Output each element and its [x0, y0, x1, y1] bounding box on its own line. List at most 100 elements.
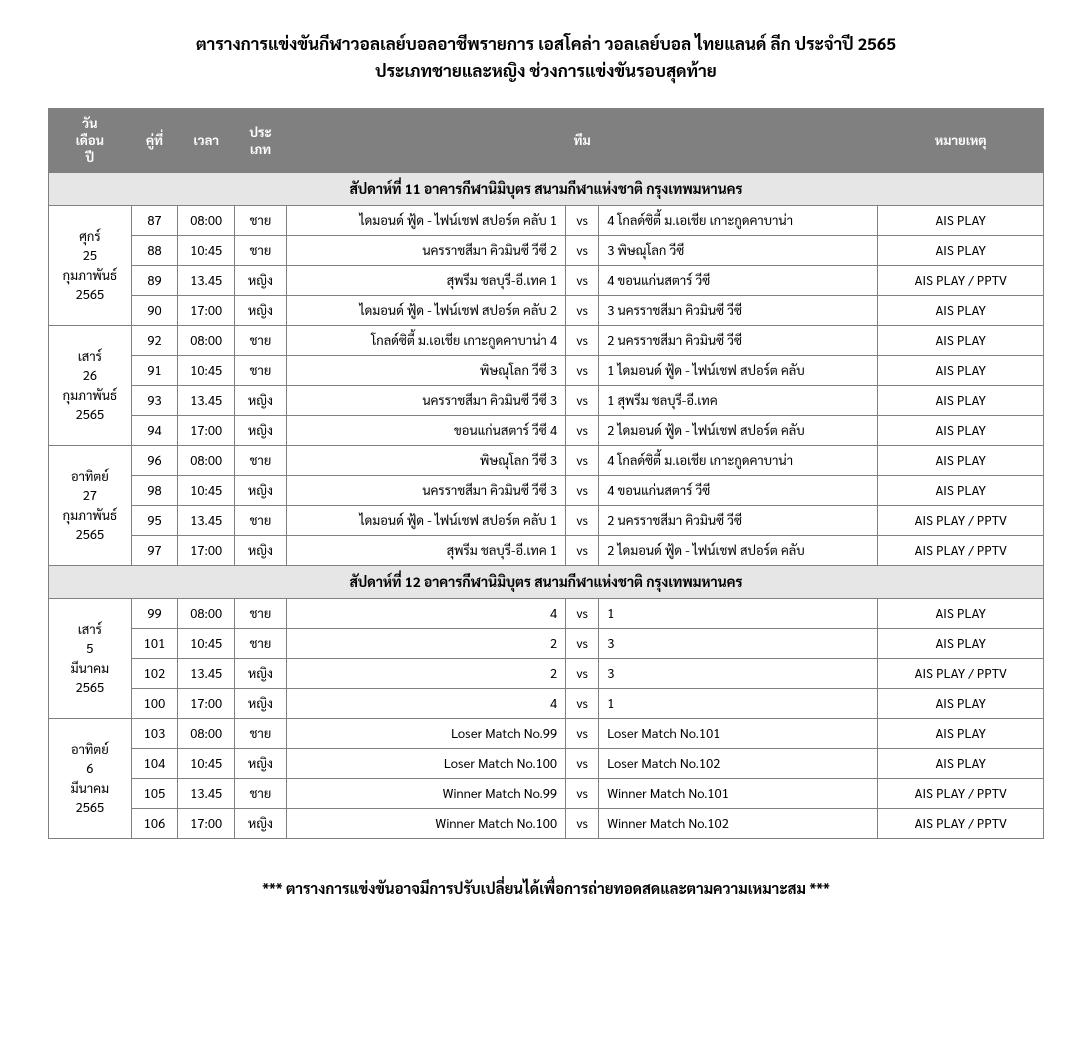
th-category: ประ เภท — [235, 109, 287, 173]
team-b-cell: 3 นครราชสีมา คิวมินซี วีซี — [599, 296, 878, 326]
time-cell: 17:00 — [178, 689, 235, 719]
vs-cell: vs — [566, 719, 599, 749]
team-b-cell: Winner Match No.102 — [599, 809, 878, 839]
team-a-cell: สุพรีม ชลบุรี-อี.เทค 1 — [286, 266, 565, 296]
vs-cell: vs — [566, 749, 599, 779]
category-cell: หญิง — [235, 416, 287, 446]
team-a-cell: โกลด์ซิตี้ ม.เอเชีย เกาะกูดคาบาน่า 4 — [286, 326, 565, 356]
category-cell: หญิง — [235, 809, 287, 839]
category-cell: หญิง — [235, 689, 287, 719]
table-row: 10213.45หญิง2vs3AIS PLAY / PPTV — [49, 659, 1044, 689]
date-cell: เสาร์ 5 มีนาคม 2565 — [49, 599, 132, 719]
table-row: 9513.45ชายไดมอนด์ ฟู้ด - ไฟน์เชฟ สปอร์ต … — [49, 506, 1044, 536]
time-cell: 17:00 — [178, 809, 235, 839]
match-cell: 106 — [131, 809, 178, 839]
time-cell: 13.45 — [178, 266, 235, 296]
team-a-cell: Loser Match No.100 — [286, 749, 565, 779]
note-cell: AIS PLAY / PPTV — [878, 809, 1044, 839]
week-header-cell: สัปดาห์ที่ 12 อาคารกีฬานิมิบุตร สนามกีฬา… — [49, 566, 1044, 599]
match-cell: 101 — [131, 629, 178, 659]
note-cell: AIS PLAY / PPTV — [878, 266, 1044, 296]
team-b-cell: 1 — [599, 599, 878, 629]
vs-cell: vs — [566, 659, 599, 689]
table-row: 10513.45ชายWinner Match No.99vsWinner Ma… — [49, 779, 1044, 809]
vs-cell: vs — [566, 446, 599, 476]
note-cell: AIS PLAY — [878, 689, 1044, 719]
vs-cell: vs — [566, 326, 599, 356]
vs-cell: vs — [566, 236, 599, 266]
table-row: 9110:45ชายพิษณุโลก วีซี 3vs1 ไดมอนด์ ฟู้… — [49, 356, 1044, 386]
week-header-row: สัปดาห์ที่ 12 อาคารกีฬานิมิบุตร สนามกีฬา… — [49, 566, 1044, 599]
category-cell: หญิง — [235, 476, 287, 506]
time-cell: 08:00 — [178, 206, 235, 236]
table-row: 9810:45หญิงนครราชสีมา คิวมินซี วีซี 3vs4… — [49, 476, 1044, 506]
team-a-cell: 2 — [286, 659, 565, 689]
time-cell: 17:00 — [178, 416, 235, 446]
th-match: คู่ที่ — [131, 109, 178, 173]
category-cell: ชาย — [235, 356, 287, 386]
match-cell: 87 — [131, 206, 178, 236]
page-title: ตารางการแข่งขันกีฬาวอลเลย์บอลอาชีพรายการ… — [48, 30, 1044, 84]
category-cell: หญิง — [235, 659, 287, 689]
match-cell: 90 — [131, 296, 178, 326]
team-a-cell: Winner Match No.100 — [286, 809, 565, 839]
table-header-row: วัน เดือน ปี คู่ที่ เวลา ประ เภท ทีม หมา… — [49, 109, 1044, 173]
note-cell: AIS PLAY — [878, 599, 1044, 629]
week-header-row: สัปดาห์ที่ 11 อาคารกีฬานิมิบุตร สนามกีฬา… — [49, 173, 1044, 206]
team-b-cell: Loser Match No.101 — [599, 719, 878, 749]
note-cell: AIS PLAY / PPTV — [878, 779, 1044, 809]
vs-cell: vs — [566, 416, 599, 446]
match-cell: 98 — [131, 476, 178, 506]
note-cell: AIS PLAY — [878, 296, 1044, 326]
team-b-cell: 4 ขอนแก่นสตาร์ วีซี — [599, 266, 878, 296]
note-cell: AIS PLAY — [878, 236, 1044, 266]
vs-cell: vs — [566, 386, 599, 416]
match-cell: 100 — [131, 689, 178, 719]
th-team: ทีม — [286, 109, 878, 173]
match-cell: 95 — [131, 506, 178, 536]
note-cell: AIS PLAY — [878, 629, 1044, 659]
match-cell: 96 — [131, 446, 178, 476]
team-a-cell: 4 — [286, 689, 565, 719]
note-cell: AIS PLAY — [878, 326, 1044, 356]
category-cell: หญิง — [235, 266, 287, 296]
category-cell: หญิง — [235, 386, 287, 416]
vs-cell: vs — [566, 689, 599, 719]
match-cell: 102 — [131, 659, 178, 689]
table-row: ศุกร์ 25 กุมภาพันธ์ 25658708:00ชายไดมอนด… — [49, 206, 1044, 236]
match-cell: 94 — [131, 416, 178, 446]
team-b-cell: 2 นครราชสีมา คิวมินซี วีซี — [599, 506, 878, 536]
date-cell: อาทิตย์ 27 กุมภาพันธ์ 2565 — [49, 446, 132, 566]
team-a-cell: ขอนแก่นสตาร์ วีซี 4 — [286, 416, 565, 446]
table-row: 9717:00หญิงสุพรีม ชลบุรี-อี.เทค 1vs2 ไดม… — [49, 536, 1044, 566]
team-b-cell: 1 — [599, 689, 878, 719]
note-cell: AIS PLAY — [878, 446, 1044, 476]
vs-cell: vs — [566, 266, 599, 296]
category-cell: ชาย — [235, 779, 287, 809]
note-cell: AIS PLAY — [878, 386, 1044, 416]
th-note: หมายเหตุ — [878, 109, 1044, 173]
table-row: 9417:00หญิงขอนแก่นสตาร์ วีซี 4vs2 ไดมอนด… — [49, 416, 1044, 446]
team-a-cell: Winner Match No.99 — [286, 779, 565, 809]
team-a-cell: สุพรีม ชลบุรี-อี.เทค 1 — [286, 536, 565, 566]
team-b-cell: 1 สุพรีม ชลบุรี-อี.เทค — [599, 386, 878, 416]
note-cell: AIS PLAY — [878, 416, 1044, 446]
footer-note: *** ตารางการแข่งขันอาจมีการปรับเปลี่ยนได… — [48, 879, 1044, 898]
match-cell: 93 — [131, 386, 178, 416]
category-cell: หญิง — [235, 296, 287, 326]
table-row: 9313.45หญิงนครราชสีมา คิวมินซี วีซี 3vs1… — [49, 386, 1044, 416]
category-cell: หญิง — [235, 536, 287, 566]
match-cell: 105 — [131, 779, 178, 809]
vs-cell: vs — [566, 599, 599, 629]
match-cell: 91 — [131, 356, 178, 386]
time-cell: 10:45 — [178, 236, 235, 266]
team-a-cell: นครราชสีมา คิวมินซี วีซี 3 — [286, 386, 565, 416]
match-cell: 103 — [131, 719, 178, 749]
date-cell: เสาร์ 26 กุมภาพันธ์ 2565 — [49, 326, 132, 446]
category-cell: ชาย — [235, 446, 287, 476]
match-cell: 92 — [131, 326, 178, 356]
table-row: อาทิตย์ 27 กุมภาพันธ์ 25659608:00ชายพิษณ… — [49, 446, 1044, 476]
team-a-cell: พิษณุโลก วีซี 3 — [286, 356, 565, 386]
time-cell: 13.45 — [178, 779, 235, 809]
time-cell: 13.45 — [178, 659, 235, 689]
